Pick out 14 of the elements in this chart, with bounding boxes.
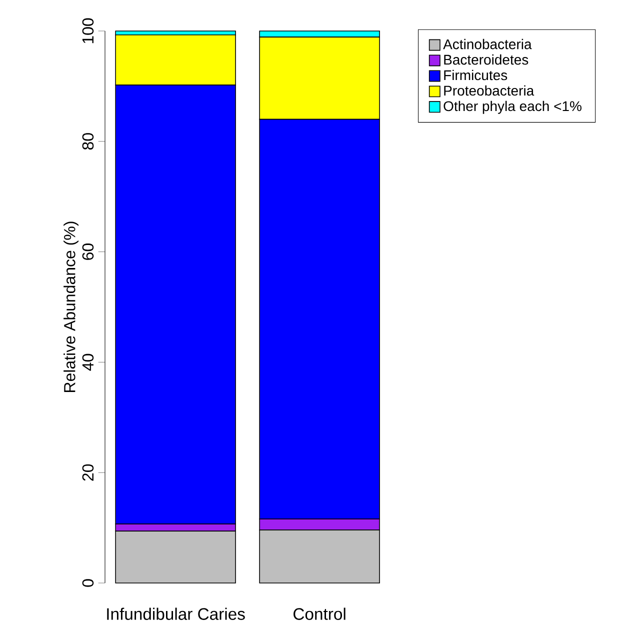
y-tick-label: 60 — [82, 244, 94, 260]
y-tick-label: 100 — [82, 18, 94, 44]
y-tick-label: 20 — [82, 464, 94, 481]
y-axis-title: Relative Abundance (%) — [64, 222, 78, 392]
legend-label: Bacteroidetes — [444, 54, 528, 65]
legend-label: Actinobacteria — [443, 38, 532, 50]
x-tick-label: Control — [294, 608, 346, 620]
legend-label: Other phyla each <1% — [444, 100, 582, 114]
legend-label: Proteobacteria — [444, 85, 534, 96]
y-tick-label: 0 — [82, 579, 94, 587]
y-tick-label: 80 — [82, 133, 94, 150]
legend-label: Firmicutes — [444, 70, 508, 80]
y-tick-label: 40 — [82, 354, 94, 371]
x-tick-label: Infundibular Caries — [107, 608, 245, 620]
